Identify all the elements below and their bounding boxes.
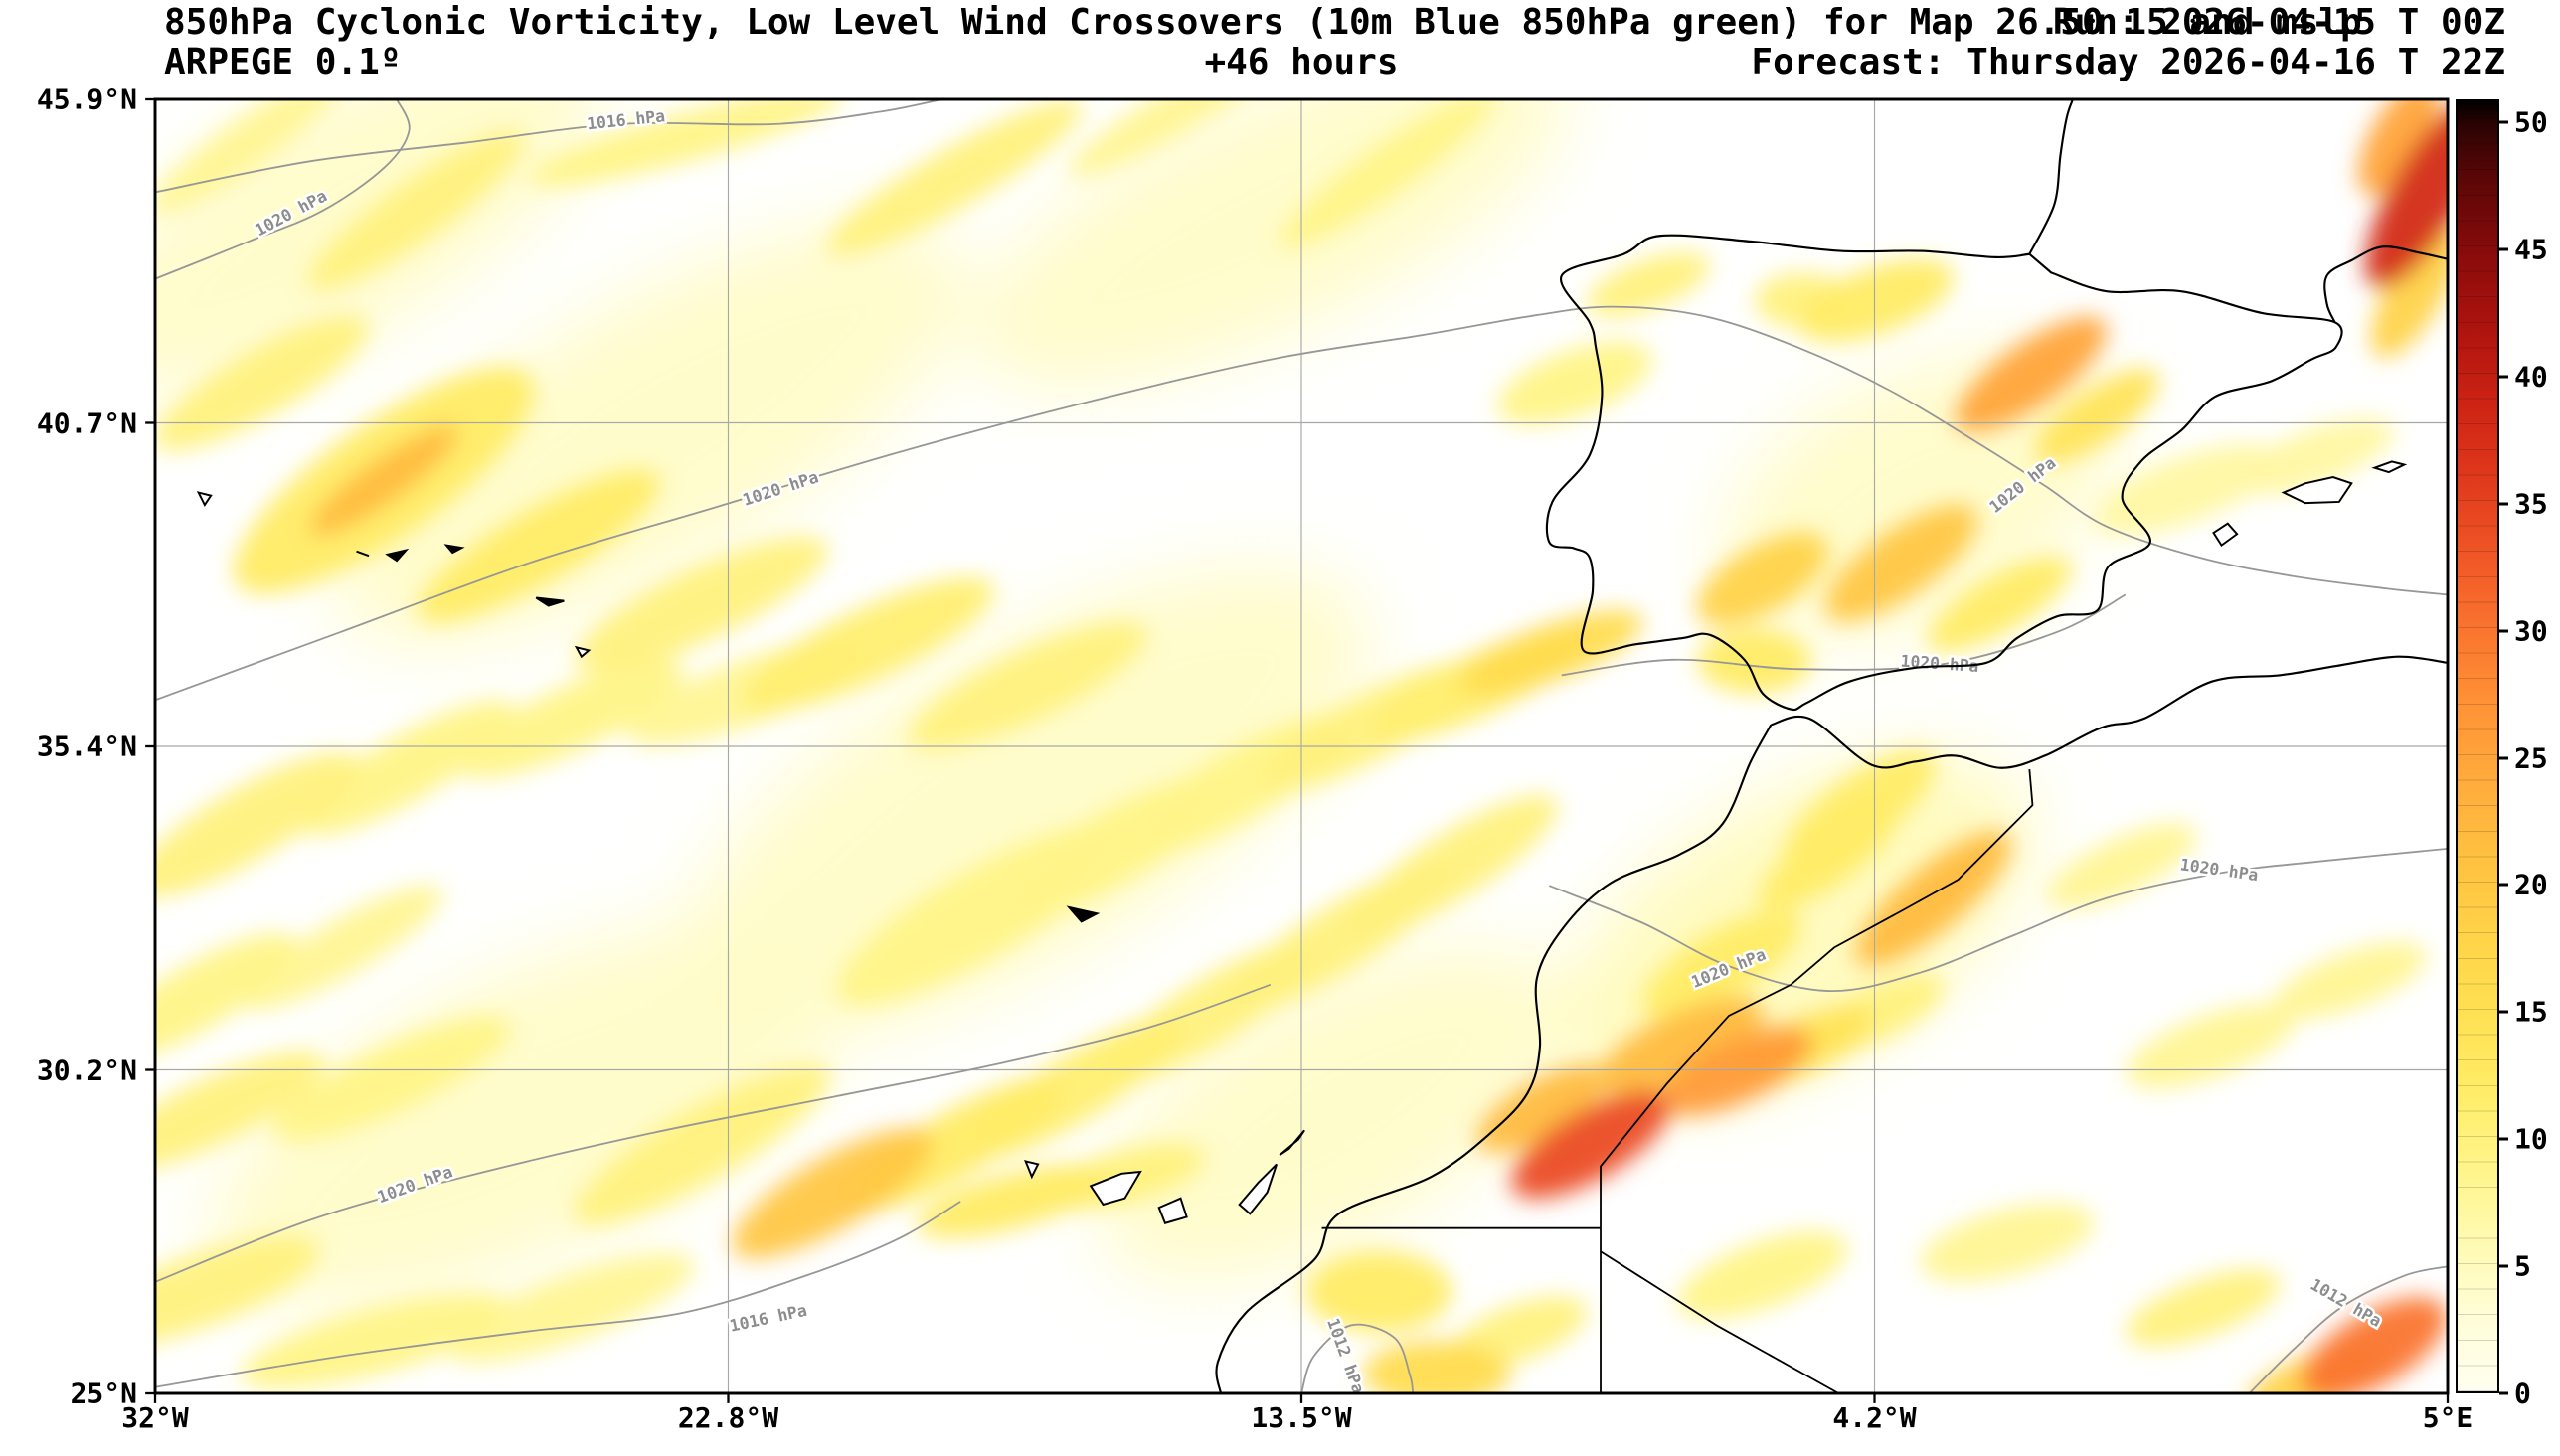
colorbar-tick (2499, 375, 2508, 379)
island-azores-faial (356, 550, 370, 558)
island-azores-sao-miguel (535, 596, 565, 607)
island-lanzarote (1279, 1129, 1305, 1157)
colorbar-tick-label: 45 (2514, 233, 2548, 266)
svg-text:1016 hPa: 1016 hPa (728, 1301, 808, 1336)
colorbar-tick-label: 15 (2514, 995, 2548, 1029)
island-gran-canaria (1157, 1197, 1188, 1224)
colorbar-tick-label: 20 (2514, 868, 2548, 901)
y-tick-label: 35.4°N (36, 729, 137, 763)
colorbar-tick-label: 0 (2514, 1376, 2531, 1410)
y-tick-label: 25°N (70, 1376, 137, 1410)
x-tick-label: 5°E (2422, 1401, 2474, 1434)
colorbar-tick-label: 50 (2514, 105, 2548, 139)
border-morocco-algeria (1600, 768, 2034, 1228)
colorbar-tick (2499, 120, 2508, 124)
island-ibiza (2212, 522, 2239, 548)
island-tenerife (1089, 1170, 1142, 1207)
x-tick-label: 22.8°W (677, 1401, 779, 1434)
island-azores-santa-maria (574, 645, 592, 659)
island-la-palma (1023, 1160, 1040, 1180)
border-algeria-mauritania (1600, 1250, 1839, 1394)
island-azores-flores (196, 491, 213, 508)
frame-layer (145, 97, 2450, 1403)
colorbar-tick-label: 40 (2514, 360, 2548, 394)
y-axis-labels: 45.9°N 40.7°N 35.4°N 30.2°N 25°N (0, 83, 145, 1410)
x-axis-labels: 32°W 22.8°W 13.5°W 4.2°W 5°E (121, 1395, 2473, 1443)
island-fuerteventura (1238, 1163, 1278, 1215)
y-tick-label: 45.9°N (36, 82, 137, 116)
x-tick-label: 32°W (121, 1401, 189, 1434)
run-label: Run: 2026-04-15 T 00Z (2052, 2, 2505, 43)
lead-time-label: +46 hours (1204, 42, 1399, 82)
svg-text:1012 hPa: 1012 hPa (2307, 1275, 2385, 1331)
coastline-iberia (1545, 234, 2343, 712)
island-azores-pico (385, 548, 410, 563)
x-tick-label: 13.5°W (1251, 1401, 1352, 1434)
colorbar-tick (2499, 756, 2508, 759)
map-plot: 1016 hPa 1020 hPa 1020 hPa 1020 hPa 1020 hPa… (145, 97, 2450, 1403)
colorbar-tick-label: 10 (2514, 1122, 2548, 1156)
colorbar-tick (2499, 1137, 2508, 1141)
chart-title: 850hPa Cyclonic Vorticity, Low Level Win… (164, 2, 2362, 43)
colorbar-tick-label: 35 (2514, 487, 2548, 521)
colorbar-gradient (2458, 101, 2497, 1391)
valid-time-label: Forecast: Thursday 2026-04-16 T 22Z (1751, 42, 2505, 82)
vorticity-field-layer (155, 99, 2448, 1393)
svg-text:1020 hPa: 1020 hPa (2179, 855, 2260, 885)
colorbar-tick (2499, 883, 2508, 887)
colorbar-tick-label: 30 (2514, 614, 2548, 648)
isobar-layer (154, 98, 2449, 1394)
colorbar-tick (2499, 247, 2508, 251)
colorbar-tick (2499, 502, 2508, 506)
island-menorca (2371, 460, 2408, 474)
island-azores-terceira (443, 544, 465, 555)
coastline-africa-north (1771, 655, 2449, 769)
coastline-france-med (2323, 245, 2449, 323)
colorbar-tick (2499, 1391, 2508, 1395)
colorbar (2456, 99, 2499, 1393)
colorbar-tick-label: 25 (2514, 741, 2548, 774)
coastline-africa-west (1215, 724, 1773, 1394)
colorbar-tick (2499, 1010, 2508, 1014)
colorbar-labels: 0 5 10 15 20 25 30 35 40 45 50 (2499, 99, 2559, 1410)
svg-text:1020 hPa: 1020 hPa (1900, 652, 1979, 677)
coastline-france-west (2028, 98, 2074, 255)
colorbar-tick (2499, 629, 2508, 633)
island-madeira (1066, 905, 1101, 923)
y-tick-label: 30.2°N (36, 1053, 137, 1086)
y-tick-label: 40.7°N (36, 406, 137, 439)
x-tick-label: 4.2°W (1832, 1401, 1917, 1434)
island-mallorca (2281, 476, 2353, 505)
model-label: ARPEGE 0.1º (164, 42, 402, 82)
coastline-layer (196, 98, 2449, 1394)
colorbar-tick-label: 5 (2514, 1249, 2531, 1283)
colorbar-tick (2499, 1264, 2508, 1268)
